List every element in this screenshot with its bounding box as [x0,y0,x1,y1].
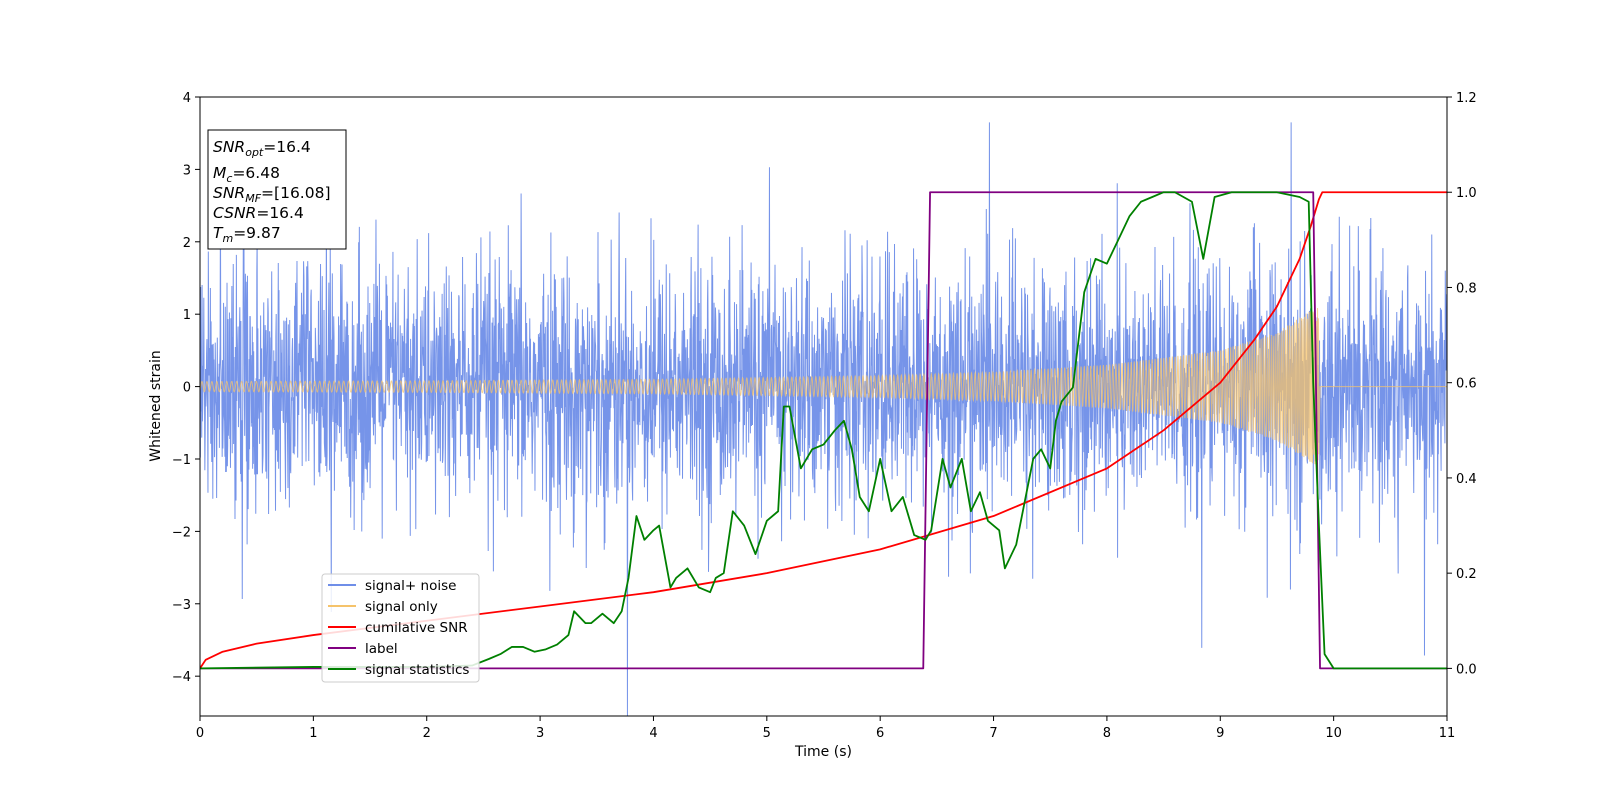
y-axis-label: Whitened strain [148,350,164,461]
axes-group: 0 1 2 3 4 5 6 7 8 9 10 1143210−1−2−3−41.21.00.80.60… [172,91,1477,741]
x-tick-label: 5 [763,726,771,741]
x-tick-label: 1 [309,726,317,741]
x-axis-label: Time (s) [794,744,852,760]
y2-tick-label: 0.4 [1456,472,1477,487]
y2-tick-label: 0.2 [1456,567,1477,582]
y2-tick-label: 0.6 [1456,377,1477,392]
y-tick-label: −1 [172,453,191,468]
series-cumulative-snr [200,191,1447,669]
y2-tick-label: 1.2 [1456,91,1477,106]
legend-label-label: label [365,641,398,657]
legend-label-signal-only: signal only [365,599,438,615]
y-tick-label: 4 [183,91,191,106]
y-tick-label: −2 [172,525,191,540]
x-tick-label: 9 [1216,726,1224,741]
legend-label-signal-statistics: signal statistics [365,662,469,678]
plot-frame [199,96,1448,717]
info-line-merger-time: Tm=9.87 [213,224,281,245]
y2-tick-label: 1.0 [1456,186,1477,201]
y-tick-label: −4 [172,670,191,685]
series-signal-noise [200,122,1447,716]
info-line-chirp-mass: Mc=6.48 [213,164,280,185]
x-tick-label: 4 [649,726,657,741]
x-tick-label: 11 [1439,726,1456,741]
x-tick-label: 10 [1325,726,1342,741]
y2-tick-label: 0.0 [1456,662,1477,677]
series-signal-only [200,307,1447,465]
info-line-csnr: CSNR=16.4 [213,204,304,222]
y-tick-label: 0 [183,381,191,396]
x-tick-label: 8 [1103,726,1111,741]
x-tick-label: 3 [536,726,544,741]
legend-label-signal-noise: signal+ noise [365,578,456,594]
plot-area-series [200,122,1447,716]
y-tick-label: 2 [183,236,191,251]
x-tick-label: 0 [196,726,204,741]
info-box-frame [207,129,347,250]
info-box: SNRopt=16.4 Mc=6.48 SNRMF=[16.08] CSNR=1… [207,129,347,250]
legend: signal+ noise signal only cumilative SNR… [321,573,480,683]
y-tick-label: 3 [183,163,191,178]
x-tick-label: 2 [423,726,431,741]
y-tick-label: 1 [183,308,191,323]
legend-label-cumulative-snr: cumilative SNR [365,620,468,636]
legend-frame [321,573,480,683]
y2-tick-label: 0.8 [1456,281,1477,296]
x-tick-label: 6 [876,726,884,741]
series-signal-statistics [200,191,1447,670]
info-line-snr-opt: SNRopt=16.4 [213,138,311,159]
info-line-snr-mf: SNRMF=[16.08] [213,184,331,205]
y-tick-label: −3 [172,598,191,613]
x-tick-label: 7 [989,726,997,741]
